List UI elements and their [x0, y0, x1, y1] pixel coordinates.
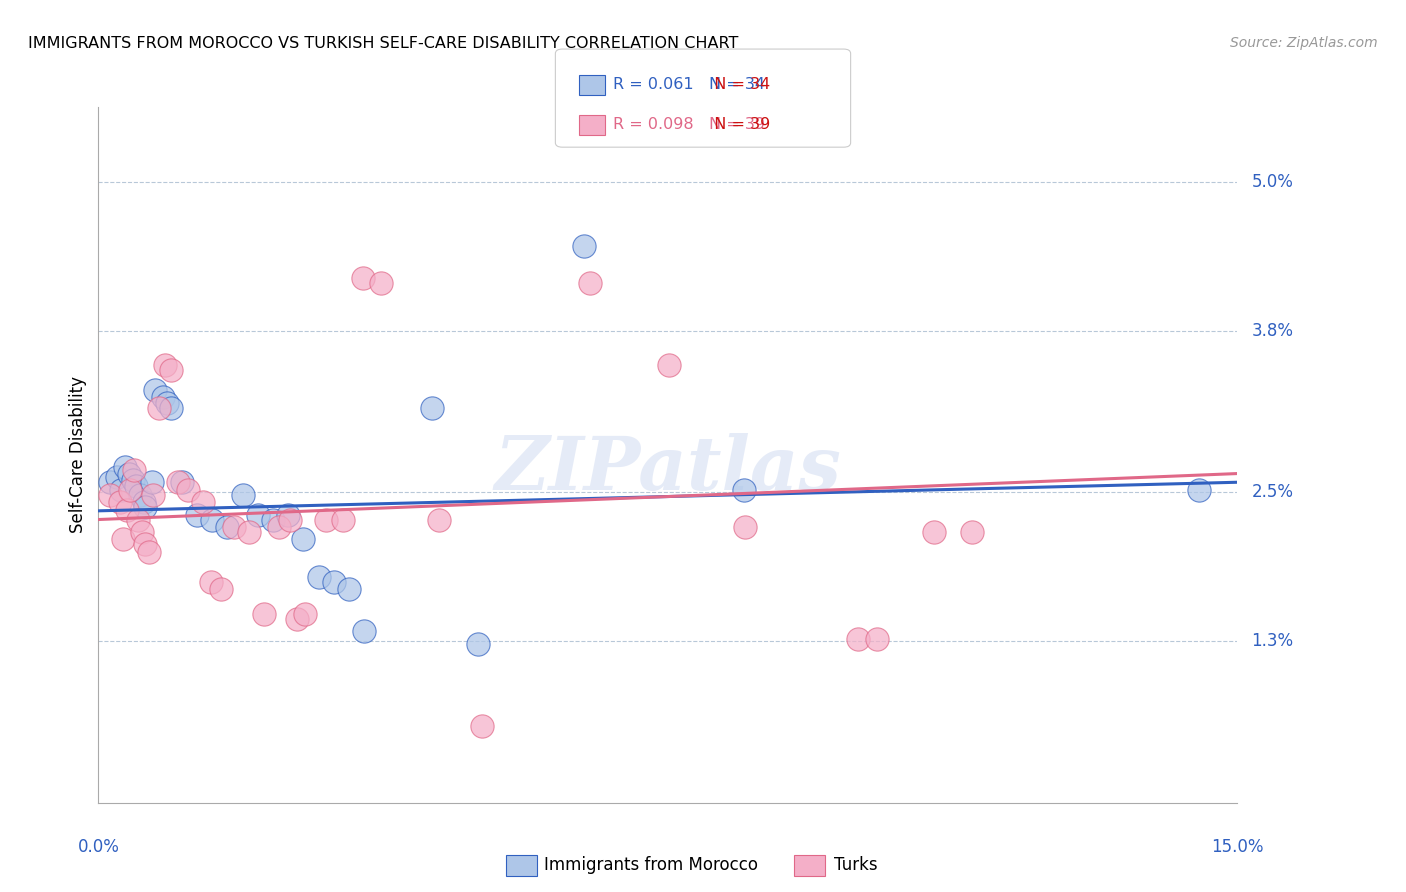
- Point: [370, 277, 392, 291]
- Point: [155, 359, 177, 373]
- Point: [922, 524, 945, 539]
- Point: [148, 401, 170, 415]
- Point: [471, 719, 494, 733]
- Text: Source: ZipAtlas.com: Source: ZipAtlas.com: [1230, 36, 1378, 50]
- Point: [294, 607, 316, 621]
- Point: [253, 607, 276, 621]
- Y-axis label: Self-Care Disability: Self-Care Disability: [69, 376, 87, 533]
- Point: [134, 537, 156, 551]
- Point: [734, 520, 756, 534]
- Text: 5.0%: 5.0%: [1251, 172, 1294, 191]
- Point: [159, 363, 181, 377]
- Point: [142, 488, 165, 502]
- Point: [125, 479, 148, 493]
- Text: 15.0%: 15.0%: [1211, 838, 1264, 856]
- Point: [152, 390, 174, 404]
- Point: [201, 512, 224, 526]
- Text: N = 39: N = 39: [704, 118, 770, 132]
- Point: [846, 632, 869, 646]
- Point: [353, 624, 375, 639]
- Point: [315, 512, 337, 526]
- Point: [278, 512, 301, 526]
- Point: [352, 271, 374, 285]
- Text: Turks: Turks: [834, 856, 877, 874]
- Point: [246, 508, 269, 522]
- Point: [574, 239, 596, 253]
- Point: [127, 512, 149, 526]
- Point: [308, 570, 330, 584]
- Point: [332, 512, 354, 526]
- Text: N = 34: N = 34: [704, 78, 770, 92]
- Point: [277, 508, 299, 522]
- Point: [193, 495, 215, 509]
- Point: [108, 495, 131, 509]
- Point: [98, 488, 121, 502]
- Point: [138, 545, 160, 559]
- Point: [322, 574, 344, 589]
- Text: 1.3%: 1.3%: [1251, 632, 1294, 650]
- Point: [121, 473, 143, 487]
- Point: [960, 524, 983, 539]
- Point: [733, 483, 755, 497]
- Point: [98, 475, 121, 490]
- Point: [134, 500, 156, 514]
- Point: [145, 384, 167, 398]
- Text: ZIPatlas: ZIPatlas: [495, 433, 841, 505]
- Text: IMMIGRANTS FROM MOROCCO VS TURKISH SELF-CARE DISABILITY CORRELATION CHART: IMMIGRANTS FROM MOROCCO VS TURKISH SELF-…: [28, 36, 738, 51]
- Point: [132, 495, 155, 509]
- Point: [177, 483, 200, 497]
- Point: [222, 520, 245, 534]
- Text: 3.8%: 3.8%: [1251, 322, 1294, 340]
- Point: [209, 582, 232, 596]
- Point: [120, 483, 142, 497]
- Point: [117, 502, 139, 516]
- Point: [114, 460, 136, 475]
- Point: [107, 470, 129, 484]
- Point: [122, 463, 145, 477]
- Point: [262, 512, 284, 526]
- Point: [118, 467, 141, 481]
- Point: [110, 483, 132, 497]
- Point: [131, 524, 153, 539]
- Point: [141, 475, 163, 490]
- Point: [269, 520, 291, 534]
- Point: [579, 277, 602, 291]
- Point: [167, 475, 190, 490]
- Text: R = 0.098   N = 39: R = 0.098 N = 39: [613, 118, 765, 132]
- Point: [427, 512, 450, 526]
- Point: [156, 395, 179, 409]
- Point: [200, 574, 222, 589]
- Point: [1188, 483, 1211, 497]
- Text: 0.0%: 0.0%: [77, 838, 120, 856]
- Point: [217, 520, 239, 534]
- Point: [422, 401, 444, 415]
- Text: 2.5%: 2.5%: [1251, 483, 1294, 501]
- Point: [238, 524, 260, 539]
- Point: [159, 401, 181, 415]
- Text: R = 0.061   N = 34: R = 0.061 N = 34: [613, 78, 765, 92]
- Point: [232, 488, 254, 502]
- Point: [337, 582, 360, 596]
- Point: [285, 612, 308, 626]
- Point: [170, 475, 193, 490]
- Point: [658, 359, 681, 373]
- Point: [186, 508, 208, 522]
- Point: [292, 533, 315, 547]
- Point: [866, 632, 889, 646]
- Point: [111, 533, 134, 547]
- Point: [129, 488, 152, 502]
- Point: [467, 637, 489, 651]
- Text: Immigrants from Morocco: Immigrants from Morocco: [544, 856, 758, 874]
